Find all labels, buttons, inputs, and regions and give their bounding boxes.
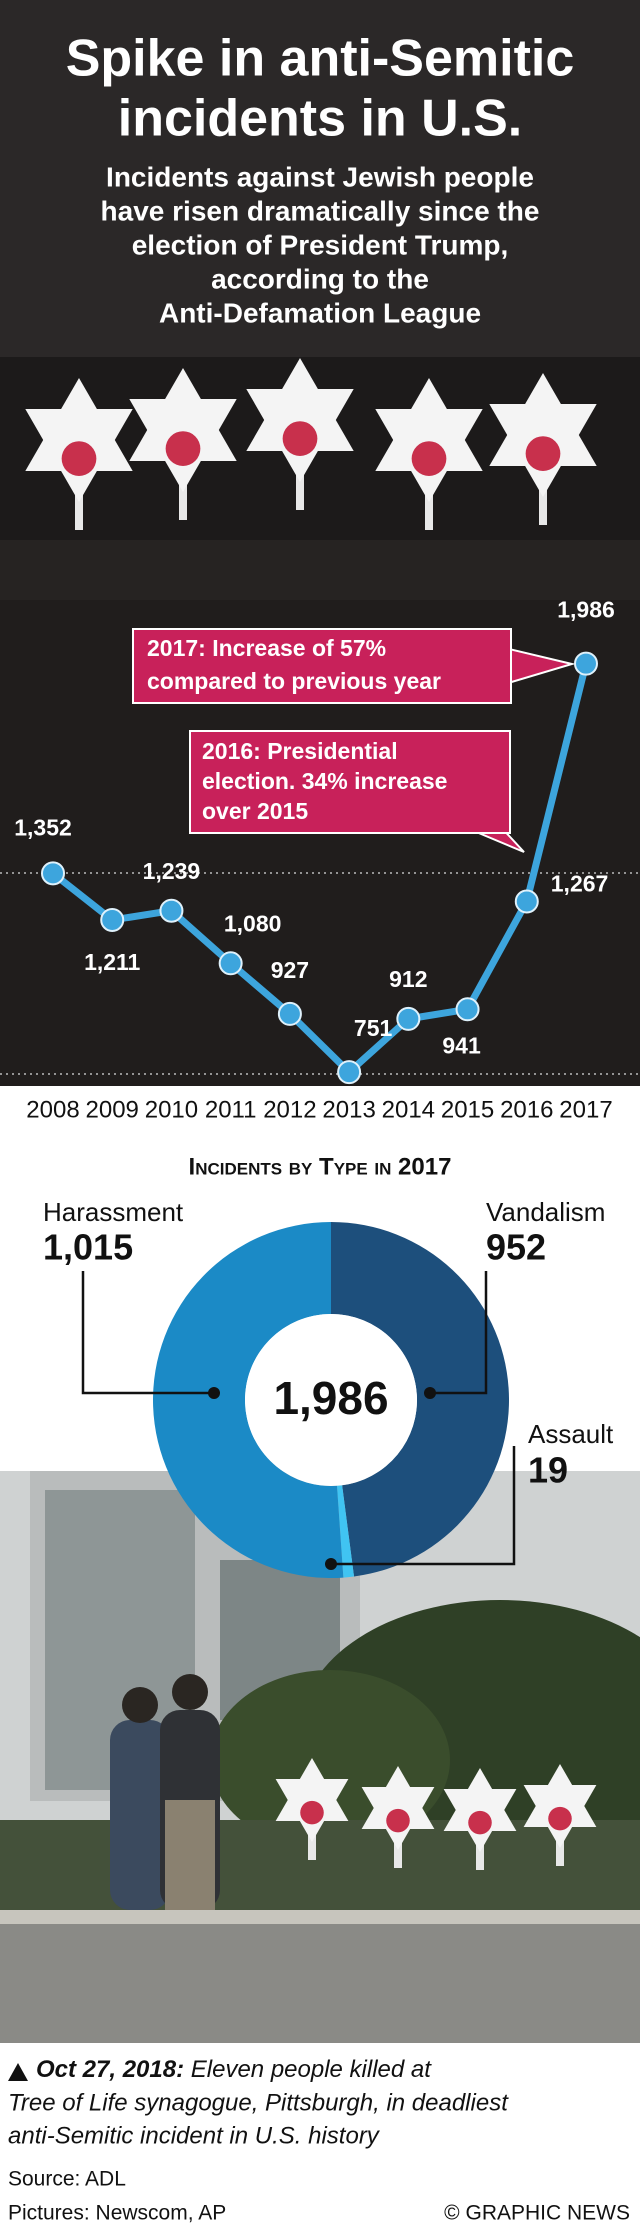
data-label: 1,352: [14, 814, 72, 840]
title-line: Spike in anti-Semitic: [66, 30, 575, 88]
x-tick-label: 2010: [145, 1096, 198, 1123]
point: [100, 907, 125, 932]
title-line: incidents in U.S.: [118, 90, 523, 148]
credit: © GRAPHIC NEWS: [444, 2202, 630, 2225]
line: [50, 662, 590, 1076]
x-tick-label: 2009: [86, 1096, 139, 1123]
value-label: 19: [528, 1450, 568, 1491]
x-tick-label: 2015: [441, 1096, 494, 1123]
photo-road: [0, 1920, 640, 2043]
heart: [548, 1806, 572, 1831]
x-tick-label: 2016: [500, 1096, 553, 1123]
photo-person: [172, 1674, 208, 1710]
caption-line: Tree of Life synagogue, Pittsburgh, in d…: [8, 2089, 509, 2116]
heart: [525, 436, 561, 471]
memorial-stars: [275, 1758, 597, 1870]
total-label: 1,986: [273, 1372, 388, 1424]
x-tick-label: 2012: [263, 1096, 316, 1123]
subtitle-line: according to the: [211, 263, 429, 294]
point: [41, 861, 65, 886]
heart: [300, 1800, 324, 1825]
callout-text: election. 34% increase: [202, 768, 447, 794]
data-label: 1,080: [224, 910, 282, 936]
point: [218, 951, 243, 976]
donut: 1,986: [152, 1222, 509, 1578]
legend-label: Harassment: [43, 1197, 184, 1227]
donut-slice: [331, 1222, 509, 1577]
pie-title: Incidents by Type in 2017: [189, 1153, 452, 1180]
heart: [165, 431, 201, 466]
caption-text: Eleven people killed at: [184, 2056, 432, 2083]
subtitle-line: Anti-Defamation League: [159, 297, 481, 328]
caption-line: Oct 27, 2018: Eleven people killed at: [36, 2056, 432, 2083]
photo-curb: [0, 1910, 640, 1924]
leader-dot: [424, 1387, 436, 1399]
data-label: 1,211: [84, 949, 140, 975]
subtitle-line: have risen dramatically since the: [101, 195, 540, 226]
x-tick-label: 2011: [205, 1096, 257, 1123]
leader-line: [81, 1271, 214, 1395]
legend-label: Vandalism: [486, 1197, 605, 1227]
x-tick-label: 2013: [322, 1096, 375, 1123]
caption-bg: [0, 2043, 640, 2240]
caption-triangle: [8, 2063, 28, 2081]
data-label: 751: [354, 1015, 393, 1041]
point: [574, 651, 598, 676]
point: [337, 1060, 362, 1085]
point: [455, 997, 480, 1022]
pictures-credit: Pictures: Newscom, AP: [8, 2202, 226, 2225]
header-bg: [0, 0, 640, 360]
callout-text: over 2015: [202, 798, 308, 824]
callout-box: [132, 628, 512, 704]
leader-line: [430, 1271, 488, 1395]
data-label: 941: [442, 1032, 481, 1058]
leader-line: [331, 1446, 516, 1566]
data-label: 927: [271, 957, 309, 983]
callout-text: compared to previous year: [147, 668, 441, 694]
data-label: 912: [389, 966, 427, 992]
year-strip: [0, 1086, 640, 1136]
callout-text: 2016: Presidential: [202, 738, 398, 764]
legend-label: Assault: [528, 1419, 614, 1449]
heart: [468, 1810, 492, 1835]
caption-line: anti-Semitic incident in U.S. history: [8, 2122, 381, 2149]
source: Source: ADL: [8, 2168, 126, 2191]
point: [514, 889, 539, 914]
donut-slice: [152, 1222, 344, 1578]
memorial-stars: [25, 358, 597, 530]
x-tick-label: 2017: [559, 1096, 612, 1123]
data-label: 1,239: [143, 858, 201, 884]
data-label: 1,267: [551, 871, 609, 897]
x-tick-label: 2008: [26, 1096, 79, 1123]
donut-slice: [336, 1485, 355, 1578]
point: [159, 898, 184, 923]
point: [396, 1006, 421, 1031]
subtitle-line: election of President Trump,: [132, 229, 509, 260]
value-label: 952: [486, 1227, 546, 1268]
callout-box: [189, 730, 511, 834]
heart: [411, 441, 447, 476]
heart: [386, 1808, 410, 1833]
donut-center: [245, 1314, 417, 1486]
point: [277, 1001, 302, 1026]
leader-lines: [81, 1271, 516, 1566]
leader-dot: [208, 1387, 220, 1399]
heart: [282, 421, 318, 456]
caption-date: Oct 27, 2018:: [36, 2056, 184, 2083]
leader-dot: [325, 1558, 337, 1570]
callout-text: 2017: Increase of 57%: [147, 635, 386, 661]
line-chart: 2008 2009 2010 2011 2012 2013 2014 2015 2016 2017…: [14, 597, 615, 1124]
heart: [61, 441, 97, 476]
subtitle-line: Incidents against Jewish people: [106, 161, 534, 192]
photo-person: [110, 1720, 170, 1910]
value-label: 1,015: [43, 1227, 133, 1268]
photo-person: [165, 1800, 215, 1910]
data-label: 1,986: [557, 597, 615, 623]
x-tick-label: 2014: [382, 1096, 435, 1123]
photo-person: [122, 1687, 158, 1723]
